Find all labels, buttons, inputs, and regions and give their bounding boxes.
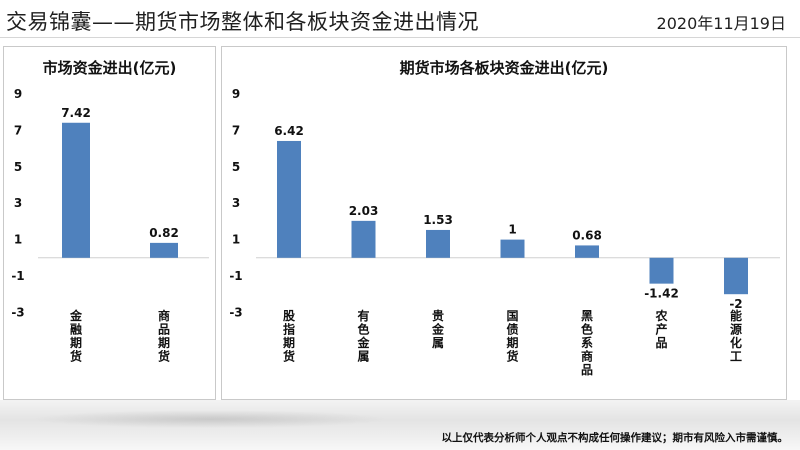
x-category-label: 农产品 xyxy=(654,308,667,350)
bar xyxy=(575,245,599,258)
y-tick-label: -3 xyxy=(229,305,242,319)
chart-title-sectors: 期货市场各板块资金进出(亿元) xyxy=(399,59,609,77)
data-label: 2.03 xyxy=(349,204,379,218)
y-tick-label: 5 xyxy=(232,160,240,174)
x-category-label: 能源化工 xyxy=(730,308,742,364)
chart-panel-market: 9 7 5 3 1 -1 -3 7.42 金融期货 0.82 商品期货 市场资金进出(亿元) xyxy=(3,46,216,400)
x-category-label: 有色金属 xyxy=(356,308,370,364)
bar xyxy=(351,220,376,258)
bar xyxy=(649,257,674,284)
x-category-label: 股指期货 xyxy=(283,308,296,364)
y-tick-label: 7 xyxy=(232,123,240,137)
chart-panel-sectors: 9 7 5 3 1 -1 -3 6.42 股指期货 2.03 有色金属 1.53 贵金属 1 国债期货 0.6… xyxy=(221,46,787,400)
market-flow-chart: 9 7 5 3 1 -1 -3 7.42 金融期货 0.82 商品期货 xyxy=(11,87,209,364)
bar xyxy=(150,242,178,258)
disclaimer-text: 以上仅代表分析师个人观点不构成任何操作建议；期市有风险入市需谨慎。 xyxy=(441,432,789,444)
y-tick-label: 5 xyxy=(14,160,22,174)
page-title: 交易锦囊——期货市场整体和各板块资金进出情况 xyxy=(6,10,479,34)
data-label: -1.42 xyxy=(644,287,679,301)
y-tick-label: 7 xyxy=(14,123,22,137)
data-label: 6.42 xyxy=(274,124,304,138)
data-label: 1.53 xyxy=(423,213,453,227)
y-tick-label: 3 xyxy=(14,196,22,210)
x-category-label: 国债期货 xyxy=(506,309,518,364)
y-tick-label: 1 xyxy=(232,233,240,247)
sector-flow-chart: 9 7 5 3 1 -1 -3 6.42 股指期货 2.03 有色金属 1.53 贵金属 1 国债期货 0.6… xyxy=(229,87,780,377)
y-tick-label: -1 xyxy=(11,269,24,283)
bar xyxy=(724,257,748,295)
data-label: 7.42 xyxy=(61,106,91,120)
x-category-label: 贵金属 xyxy=(431,308,445,350)
y-tick-label: 1 xyxy=(14,233,22,247)
bar xyxy=(500,239,525,258)
bar xyxy=(426,229,450,258)
y-tick-label: 9 xyxy=(232,87,240,101)
y-tick-label: 9 xyxy=(14,87,22,101)
bar xyxy=(62,122,90,258)
data-label: 0.82 xyxy=(149,226,179,240)
x-category-label: 商品期货 xyxy=(158,308,170,364)
bar xyxy=(277,140,301,258)
y-tick-label: -1 xyxy=(229,269,242,283)
data-label: -2 xyxy=(729,297,742,311)
ink-wash-decoration xyxy=(0,400,800,450)
x-category-label: 金融期货 xyxy=(69,308,83,364)
chart-title-market: 市场资金进出(亿元) xyxy=(42,59,177,77)
header-divider xyxy=(0,37,800,38)
x-category-label: 黑色系商品 xyxy=(581,309,593,377)
y-tick-label: 3 xyxy=(232,196,240,210)
data-label: 1 xyxy=(508,223,516,237)
y-tick-label: -3 xyxy=(11,305,24,319)
data-label: 0.68 xyxy=(572,228,602,242)
report-date: 2020年11月19日 xyxy=(656,14,786,33)
